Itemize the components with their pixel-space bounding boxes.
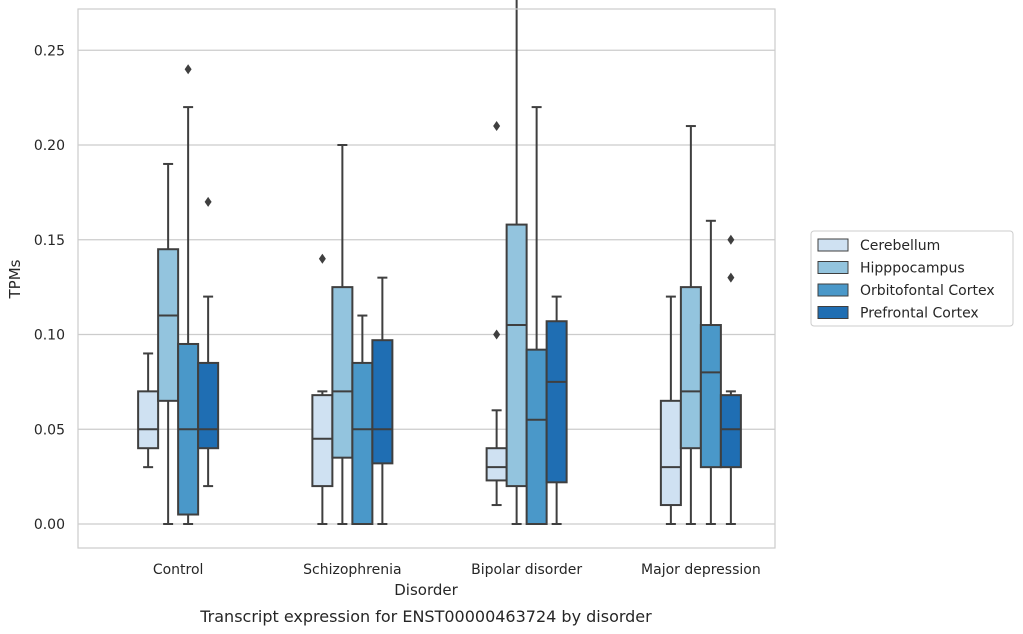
legend-swatch bbox=[817, 238, 849, 252]
outlier-point bbox=[727, 234, 735, 245]
box-orbitofontal-cortex bbox=[177, 64, 200, 525]
box-hipppocampus bbox=[157, 162, 180, 525]
legend: Cerebellum Hipppocampus Orbitofontal Corte… bbox=[810, 230, 1014, 327]
legend-frame bbox=[810, 230, 1014, 327]
iqr-box bbox=[351, 361, 374, 525]
y-tick-label: 0.10 bbox=[34, 328, 65, 344]
x-axis-title: Disorder bbox=[394, 581, 458, 599]
box-prefrontal-cortex bbox=[197, 196, 220, 488]
outlier-point bbox=[493, 121, 501, 132]
iqr-box bbox=[157, 248, 180, 402]
y-axis-title: TPMs bbox=[6, 259, 24, 299]
iqr-box bbox=[505, 223, 528, 488]
x-tick-label: Schizophrenia bbox=[303, 562, 401, 578]
box-prefrontal-cortex bbox=[371, 276, 394, 525]
legend-label: Prefrontal Cortex bbox=[860, 306, 979, 322]
iqr-box bbox=[679, 286, 702, 450]
x-tick-labels: Control Schizophrenia Bipolar disorder Majo… bbox=[153, 562, 761, 578]
outlier-point bbox=[493, 329, 501, 340]
y-tick-label: 0.25 bbox=[34, 43, 65, 59]
iqr-box bbox=[311, 394, 334, 488]
box-prefrontal-cortex bbox=[719, 234, 742, 525]
outlier-point bbox=[184, 64, 192, 75]
iqr-box bbox=[371, 339, 394, 465]
iqr-box bbox=[545, 320, 568, 484]
chart-caption: Transcript expression for ENST0000046372… bbox=[199, 607, 652, 626]
legend-items: Cerebellum Hipppocampus Orbitofontal Corte… bbox=[817, 238, 995, 322]
legend-swatch bbox=[817, 306, 849, 319]
y-tick-label: 0.00 bbox=[34, 517, 65, 533]
outlier-point bbox=[318, 253, 326, 264]
iqr-box bbox=[699, 324, 722, 469]
y-tick-label: 0.20 bbox=[34, 138, 65, 154]
box-hipppocampus bbox=[679, 125, 702, 525]
y-tick-label: 0.15 bbox=[34, 233, 65, 249]
outlier-point bbox=[727, 272, 735, 283]
x-tick-label: Bipolar disorder bbox=[471, 562, 582, 578]
iqr-box bbox=[331, 286, 354, 459]
iqr-box bbox=[719, 394, 742, 469]
iqr-box bbox=[659, 399, 682, 507]
plot-frame bbox=[77, 8, 776, 549]
box-cerebellum bbox=[485, 121, 508, 507]
box-prefrontal-cortex bbox=[545, 295, 568, 525]
iqr-box bbox=[137, 390, 160, 450]
legend-swatch bbox=[817, 261, 849, 274]
box-cerebellum bbox=[137, 352, 160, 469]
legend-label: Orbitofontal Cortex bbox=[860, 283, 995, 299]
y-tick-label: 0.05 bbox=[34, 422, 65, 438]
box-cerebellum bbox=[659, 295, 682, 525]
iqr-box bbox=[525, 348, 548, 525]
legend-label: Hipppocampus bbox=[860, 261, 965, 277]
iqr-box bbox=[485, 447, 508, 482]
x-tick-label: Major depression bbox=[641, 562, 761, 578]
y-tick-labels: 0.000.050.100.150.200.250.30 bbox=[34, 43, 65, 533]
legend-label: Cerebellum bbox=[860, 238, 940, 254]
box-series bbox=[137, 0, 742, 525]
x-tick-label: Control bbox=[153, 562, 204, 578]
outlier-point bbox=[204, 196, 212, 207]
iqr-box bbox=[197, 361, 220, 450]
legend-swatch bbox=[817, 283, 849, 297]
